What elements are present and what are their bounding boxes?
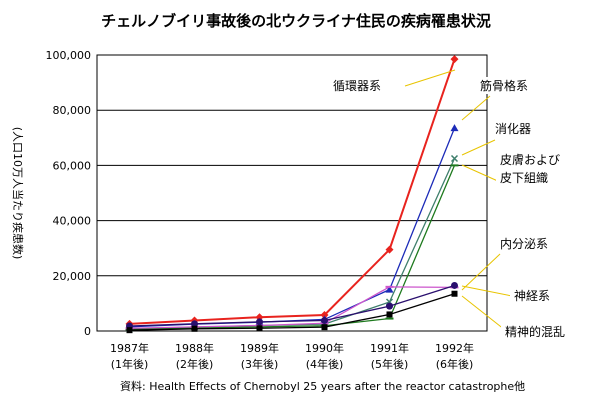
legend-label: 皮膚および — [500, 152, 560, 167]
legend-label: 内分泌系 — [500, 237, 548, 251]
legend-label: 筋骨格系 — [480, 78, 528, 93]
legend-leader-line — [461, 285, 513, 297]
series-line — [129, 165, 456, 330]
series-line — [129, 284, 455, 327]
legend-leader-line — [461, 164, 501, 183]
data-point — [320, 310, 329, 319]
x-tick-label: 1990年 — [305, 341, 344, 355]
series-7 — [126, 290, 458, 334]
data-point — [386, 311, 393, 318]
x-tick-sublabel: (5年後) — [371, 357, 409, 371]
x-tick-sublabel: (4年後) — [306, 357, 344, 371]
legend-leader-line — [404, 69, 456, 87]
y-tick-label: 100,000 — [46, 49, 92, 62]
legend-label-bg — [496, 235, 552, 252]
y-tick-label: 0 — [84, 325, 91, 338]
y-tick-label: 20,000 — [53, 270, 92, 283]
series-2 — [125, 124, 459, 330]
x-axis: 1987年 (1年後) 1988年 (2年後) 1989年 (3年後) 1990年 (4年後)… — [110, 341, 474, 371]
series-line — [129, 158, 456, 330]
legend-label-bg — [476, 77, 532, 94]
legend-label-bg — [496, 151, 564, 168]
data-point — [385, 285, 394, 293]
y-axis: 0 20,000 40,000 60,000 80,000 100,000 — [46, 49, 92, 338]
data-point — [451, 281, 458, 289]
legend-label-bg — [329, 77, 385, 94]
x-tick-label: 1992年 — [435, 341, 474, 355]
legend-leader-line — [461, 295, 506, 331]
legend-label: 皮下組織 — [500, 171, 548, 185]
data-point — [191, 325, 198, 332]
series-line — [129, 286, 455, 329]
data-point — [450, 124, 459, 132]
x-tick-sublabel: (2年後) — [176, 357, 214, 371]
y-tick-label: 60,000 — [53, 159, 92, 172]
series-line — [129, 293, 455, 331]
source-note: 資料: Health Effects of Chernobyl 25 years… — [120, 379, 525, 393]
data-point — [450, 154, 459, 163]
chart-title: チェルノブイリ事故後の北ウクライナ住民の疾病罹患状況 — [101, 12, 491, 30]
data-point — [256, 318, 263, 326]
data-point — [191, 320, 198, 328]
series-line — [129, 127, 456, 328]
legend-leader-line — [461, 95, 491, 121]
series-line — [129, 58, 456, 325]
gridlines — [97, 109, 487, 277]
plot-area — [96, 54, 488, 332]
data-point — [256, 325, 263, 332]
data-point — [126, 327, 133, 334]
x-tick-sublabel: (6年後) — [436, 357, 474, 371]
legend-label: 精神的混乱 — [505, 324, 565, 339]
data-point — [386, 302, 393, 310]
data-point — [451, 290, 458, 297]
data-point — [385, 245, 394, 254]
legend-label: 循環器系 — [333, 79, 381, 93]
series-4 — [125, 164, 459, 331]
legend-label: 神経系 — [514, 289, 550, 303]
data-point — [321, 324, 328, 331]
legend-label-bg — [491, 120, 535, 137]
data-point — [450, 55, 459, 64]
x-tick-label: 1988年 — [175, 341, 214, 355]
y-tick-label: 40,000 — [53, 215, 92, 228]
legend-label-bg — [501, 323, 569, 340]
series-group — [125, 55, 459, 334]
y-tick-label: 80,000 — [53, 104, 92, 117]
legend-label-bg — [510, 287, 554, 304]
x-tick-sublabel: (1年後) — [111, 357, 149, 371]
x-tick-label: 1989年 — [240, 341, 279, 355]
x-tick-label: 1991年 — [370, 341, 409, 355]
data-point — [321, 317, 328, 325]
legend-leader-line — [461, 253, 501, 291]
y-axis-label: (人口10万人当たり疾患数) — [11, 127, 25, 260]
x-tick-sublabel: (3年後) — [241, 357, 279, 371]
legend-label: 消化器 — [495, 122, 531, 136]
legend-leader-line — [461, 139, 496, 156]
x-tick-label: 1987年 — [110, 341, 149, 355]
legend-label-bg — [496, 169, 552, 186]
